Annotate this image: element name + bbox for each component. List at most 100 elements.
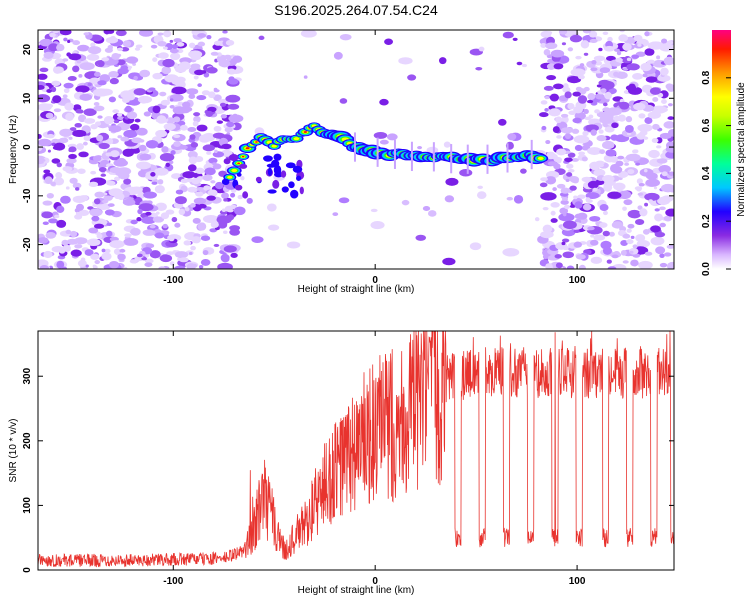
trace-blob	[292, 165, 303, 173]
noise-blob	[189, 134, 196, 140]
trace-blob	[299, 186, 304, 195]
noise-blob	[194, 69, 205, 76]
noise-blob	[226, 208, 234, 213]
snr-ticks: -100 0 100 0 100 200 300	[22, 331, 674, 587]
noise-blob	[50, 181, 56, 186]
noise-blob	[221, 255, 230, 263]
noise-blob	[600, 88, 607, 93]
noise-blob	[173, 116, 181, 123]
noise-blob	[160, 99, 171, 106]
noise-blob	[212, 132, 225, 139]
noise-blob	[585, 124, 599, 132]
noise-blob	[633, 102, 646, 111]
noise-blob	[575, 254, 586, 260]
noise-blob	[638, 183, 645, 187]
trace-blob	[234, 184, 243, 191]
noise-blob	[86, 53, 100, 61]
noise-blob	[600, 240, 612, 250]
noise-blob	[103, 195, 113, 201]
noise-blob	[630, 235, 635, 239]
noise-blob	[478, 46, 485, 52]
noise-blob	[617, 114, 626, 122]
noise-blob	[136, 253, 143, 258]
noise-blob	[587, 147, 602, 155]
noise-blob	[567, 47, 574, 52]
noise-blob	[579, 108, 583, 113]
noise-blob	[209, 215, 216, 221]
noise-blob	[107, 203, 115, 207]
noise-blob	[77, 168, 86, 174]
noise-blob	[39, 264, 50, 269]
noise-blob	[370, 221, 385, 230]
noise-blob	[113, 119, 120, 124]
noise-blob	[188, 93, 196, 100]
noise-blob	[63, 82, 74, 89]
noise-blob	[189, 251, 193, 256]
noise-blob	[38, 237, 49, 244]
noise-blob	[550, 49, 565, 58]
noise-blob	[602, 230, 610, 237]
trace-blob	[228, 154, 239, 162]
trace-blob	[293, 137, 300, 141]
noise-blob	[123, 237, 139, 246]
noise-blob	[173, 134, 181, 138]
noise-blob	[98, 142, 110, 150]
noise-blob	[556, 158, 562, 164]
noise-blob	[650, 225, 661, 233]
noise-blob	[68, 153, 77, 160]
noise-blob	[109, 150, 120, 158]
noise-blob	[171, 44, 179, 50]
noise-blob	[582, 130, 589, 137]
noise-blob	[572, 117, 582, 124]
noise-blob	[79, 93, 93, 101]
spectrogram-xtick-label: -100	[163, 275, 183, 286]
noise-blob	[575, 86, 583, 92]
noise-blob	[222, 30, 228, 34]
noise-blob	[300, 30, 317, 38]
noise-blob	[93, 105, 105, 112]
noise-cloud	[38, 30, 674, 269]
noise-blob	[111, 52, 120, 60]
noise-blob	[138, 30, 154, 37]
noise-blob	[130, 123, 140, 131]
trace-blob	[263, 155, 273, 162]
noise-blob	[562, 251, 575, 259]
noise-blob	[213, 125, 222, 132]
noise-blob	[210, 51, 219, 56]
noise-blob	[251, 236, 264, 244]
noise-blob	[134, 118, 141, 123]
noise-blob	[607, 36, 613, 42]
noise-blob	[141, 257, 148, 261]
noise-blob	[659, 132, 672, 139]
noise-blob	[233, 206, 246, 216]
noise-blob	[582, 30, 592, 34]
noise-blob	[541, 125, 547, 131]
noise-blob	[543, 48, 551, 56]
noise-blob	[53, 177, 65, 186]
noise-blob	[117, 116, 125, 121]
noise-blob	[191, 236, 201, 244]
noise-blob	[190, 141, 199, 148]
noise-blob	[602, 31, 609, 36]
noise-blob	[573, 229, 580, 233]
noise-blob	[145, 211, 152, 216]
noise-blob	[578, 264, 586, 269]
noise-blob	[113, 248, 122, 255]
noise-blob	[159, 152, 175, 162]
noise-blob	[101, 248, 106, 253]
noise-blob	[606, 107, 622, 116]
noise-blob	[163, 30, 172, 38]
noise-blob	[592, 187, 598, 192]
noise-blob	[80, 257, 86, 262]
noise-blob	[577, 212, 588, 220]
noise-blob	[476, 191, 487, 200]
noise-blob	[106, 222, 113, 227]
noise-blob	[66, 52, 72, 57]
noise-blob	[45, 112, 54, 119]
noise-blob	[138, 203, 154, 212]
noise-blob	[228, 114, 244, 123]
colorbar-tick-label: 0.2	[701, 214, 712, 228]
noise-blob	[155, 129, 168, 138]
noise-blob	[544, 95, 550, 100]
